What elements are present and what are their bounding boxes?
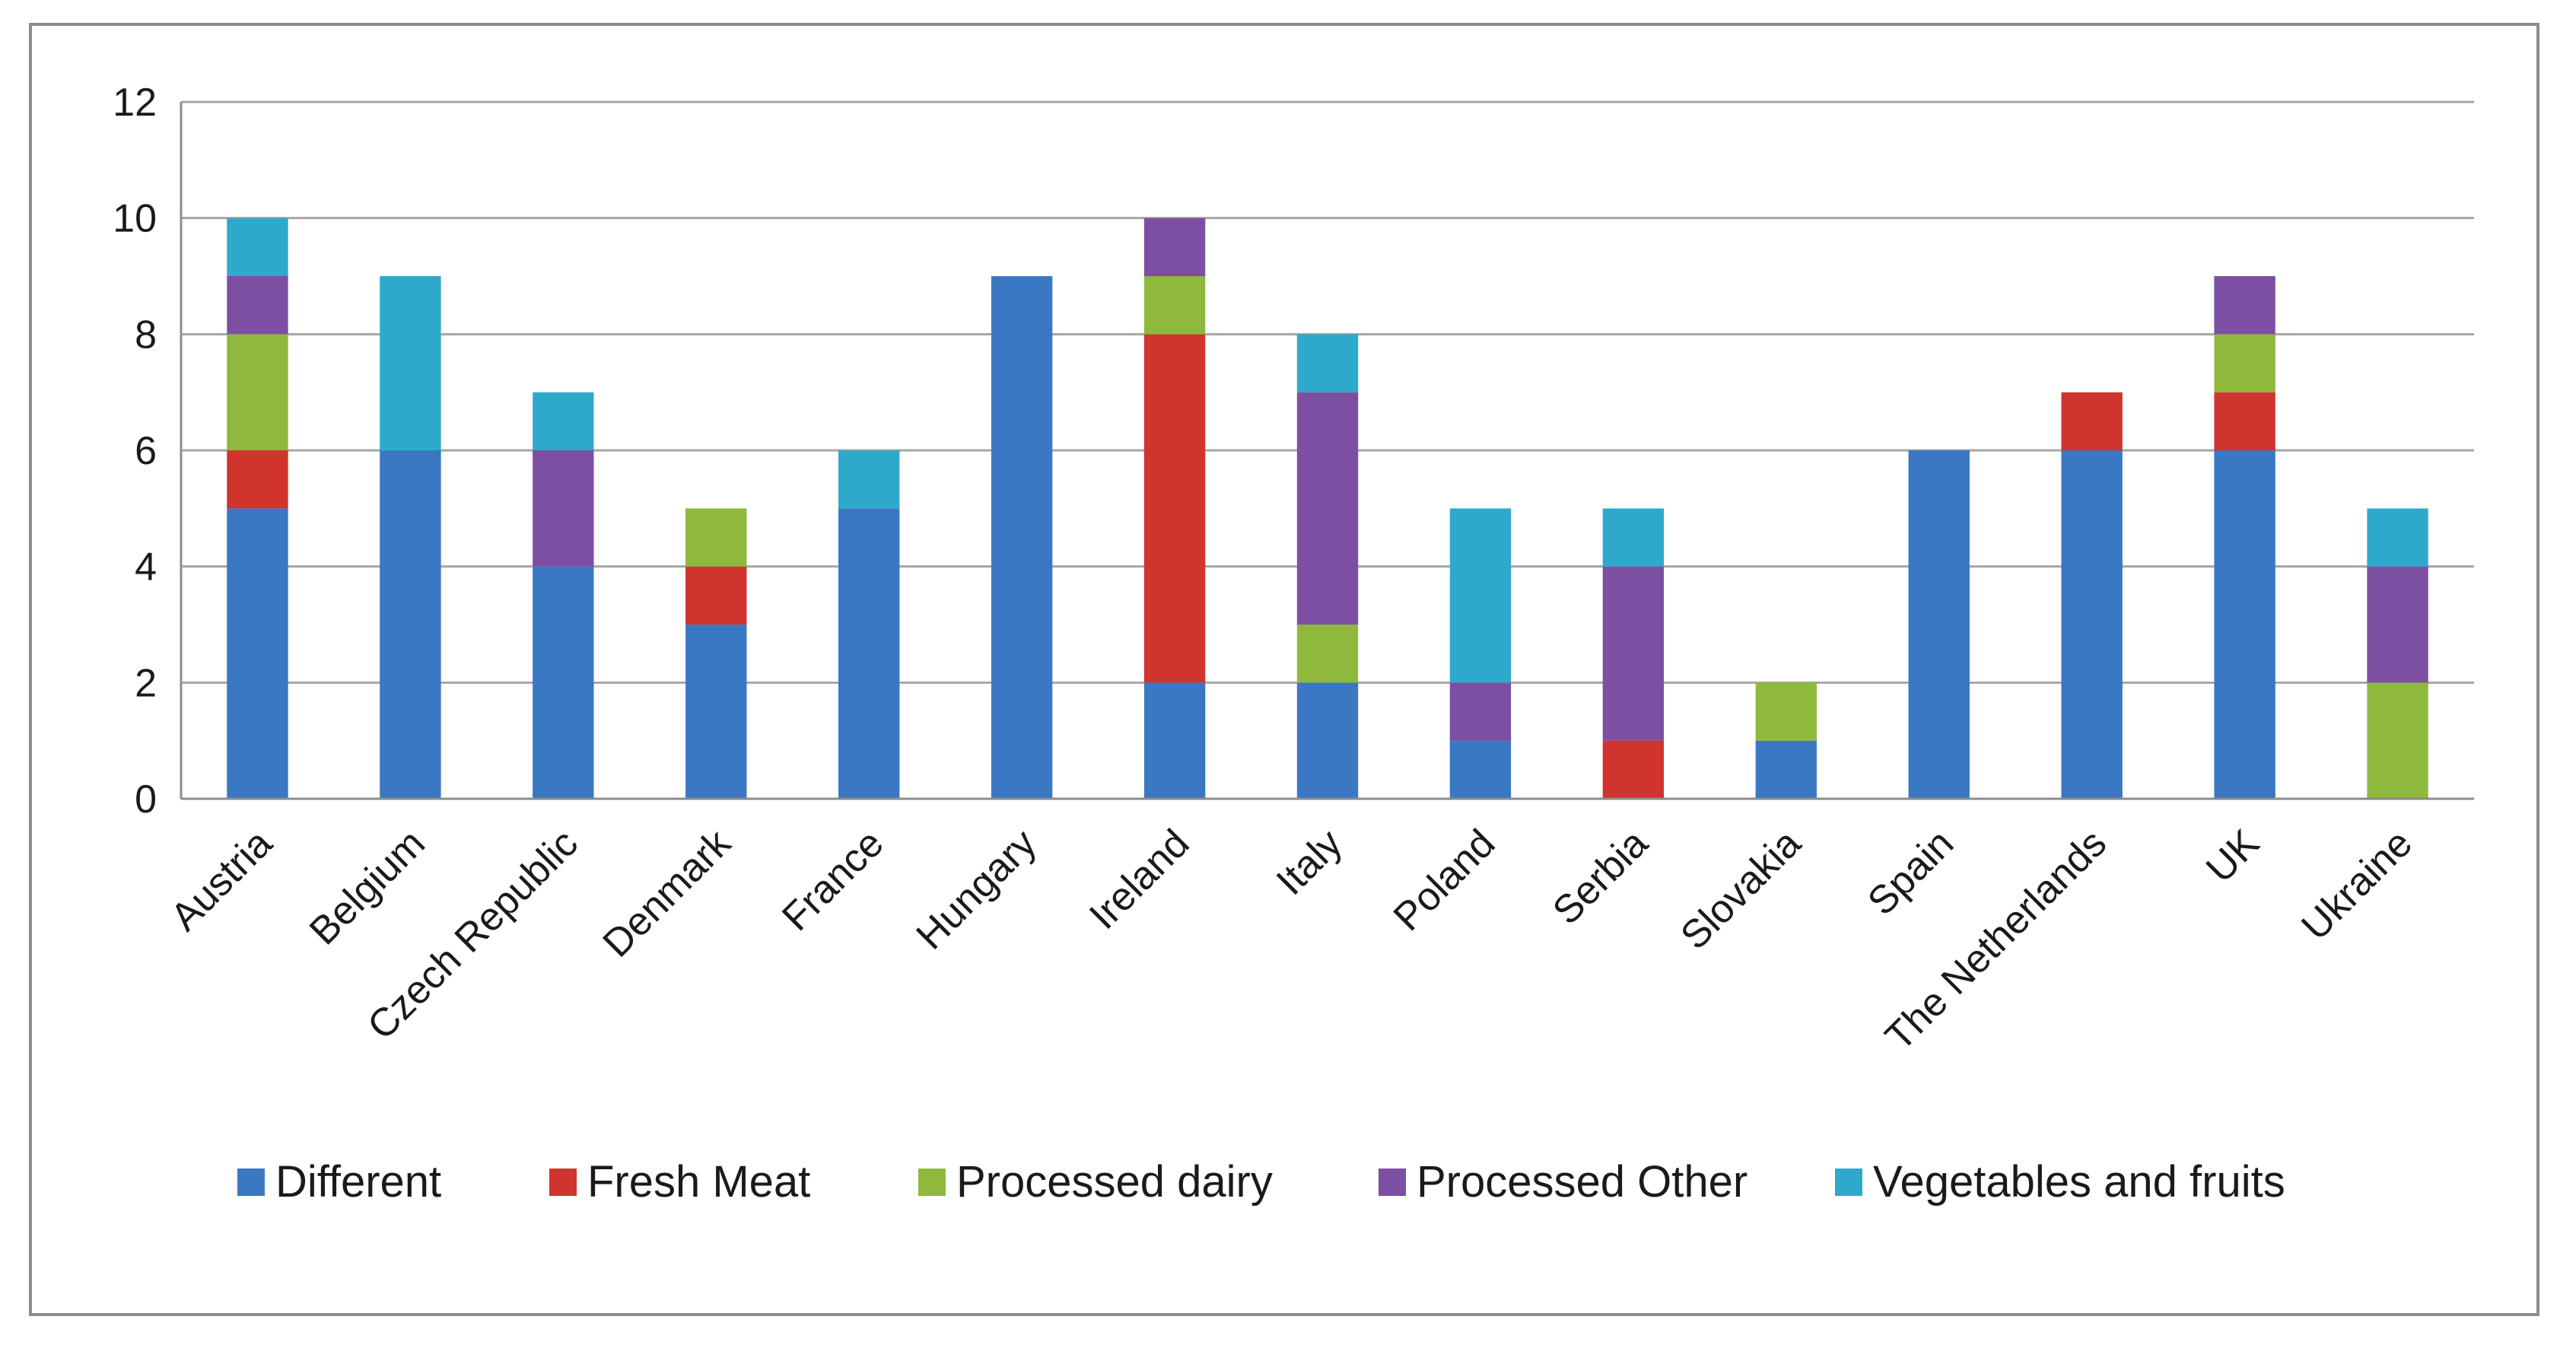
bar-segment-vegetables-and-fruits <box>1296 334 1359 393</box>
x-tick-label: Ireland <box>1081 821 1197 937</box>
bar-segment-vegetables-and-fruits <box>838 450 900 509</box>
bar-segment-fresh-meat <box>685 566 747 625</box>
bar-segment-fresh-meat <box>1602 740 1665 799</box>
bar-segment-processed-other <box>1602 566 1665 741</box>
bar-segment-processed-dairy <box>2214 334 2275 393</box>
legend-label: Processed dairy <box>956 1157 1273 1207</box>
bar-segment-different <box>991 276 1053 799</box>
y-tick-label: 0 <box>135 777 157 822</box>
x-tick-label: Austria <box>162 821 281 940</box>
bar-segment-processed-dairy <box>685 508 747 567</box>
bar-segment-processed-other <box>533 450 594 567</box>
x-tick-label: Slovakia <box>1672 821 1809 958</box>
y-axis: 0 2 4 6 8 10 12 <box>113 81 183 822</box>
bar-segment-different <box>1755 740 1817 799</box>
y-tick-label: 8 <box>135 313 157 357</box>
bar-segment-processed-dairy <box>1755 682 1817 741</box>
bar-segment-processed-dairy <box>2367 682 2428 799</box>
bar-segment-different <box>685 625 747 799</box>
bar-segment-processed-other <box>2214 276 2275 335</box>
y-tick-label: 4 <box>135 545 157 590</box>
y-tick-label: 10 <box>113 197 157 241</box>
x-tick-label: UK <box>2198 821 2268 891</box>
bars <box>227 218 2428 799</box>
x-tick-label: Serbia <box>1544 821 1656 933</box>
bar-segment-processed-dairy <box>1143 276 1206 335</box>
x-tick-label: France <box>774 821 892 939</box>
bar-segment-different <box>1449 740 1512 799</box>
legend-swatch <box>237 1169 265 1196</box>
legend-swatch <box>1835 1169 1862 1196</box>
y-tick-label: 12 <box>113 81 157 125</box>
bar-segment-processed-other <box>1449 682 1512 741</box>
bar-segment-different <box>2214 450 2275 799</box>
bar-segment-different <box>1908 450 1970 799</box>
y-tick-label: 2 <box>135 661 157 705</box>
bar-segment-different <box>380 450 441 799</box>
x-tick-label: Hungary <box>908 821 1045 958</box>
legend-label: Vegetables and fruits <box>1873 1157 2285 1207</box>
legend-label: Processed Other <box>1417 1157 1748 1207</box>
bar-segment-vegetables-and-fruits <box>533 392 594 450</box>
x-tick-label: Ukraine <box>2293 821 2421 949</box>
bar-segment-different <box>1143 682 1206 799</box>
bar-segment-processed-other <box>1143 218 1206 276</box>
y-tick-label: 6 <box>135 429 157 473</box>
bar-segment-processed-other <box>1296 392 1359 625</box>
bar-segment-processed-dairy <box>227 334 288 450</box>
legend: Different Fresh Meat Processed dairy Proces… <box>237 1157 2285 1207</box>
bar-segment-different <box>838 508 900 799</box>
bar-segment-different <box>2061 450 2123 799</box>
bar-segment-different <box>1296 682 1359 799</box>
bar-segment-processed-dairy <box>1296 625 1359 683</box>
legend-swatch <box>1379 1169 1406 1196</box>
bar-segment-different <box>227 508 288 799</box>
bar-segment-fresh-meat <box>2061 392 2123 450</box>
x-tick-label: Italy <box>1268 821 1350 903</box>
bar-segment-processed-other <box>2367 566 2428 683</box>
x-tick-label: Poland <box>1385 821 1504 940</box>
legend-label: Fresh Meat <box>587 1157 810 1207</box>
bar-segment-fresh-meat <box>2214 392 2275 450</box>
bar-segment-vegetables-and-fruits <box>1602 508 1665 567</box>
x-tick-label: Spain <box>1859 821 1962 924</box>
x-tick-label: Belgium <box>301 821 434 953</box>
legend-label: Different <box>275 1157 441 1207</box>
bar-segment-vegetables-and-fruits <box>380 276 441 450</box>
bar-segment-processed-other <box>227 276 288 335</box>
x-tick-label: Denmark <box>595 821 740 966</box>
legend-swatch <box>549 1169 577 1196</box>
legend-swatch <box>918 1169 946 1196</box>
bar-segment-fresh-meat <box>227 450 288 509</box>
chart-frame: 0 2 4 6 8 10 12 Austria Belgium Czech Republic De… <box>29 23 2539 1316</box>
bar-segment-vegetables-and-fruits <box>1449 508 1512 683</box>
bar-segment-different <box>533 566 594 799</box>
bar-segment-fresh-meat <box>1143 334 1206 683</box>
bar-segment-vegetables-and-fruits <box>227 218 288 276</box>
bar-segment-vegetables-and-fruits <box>2367 508 2428 567</box>
